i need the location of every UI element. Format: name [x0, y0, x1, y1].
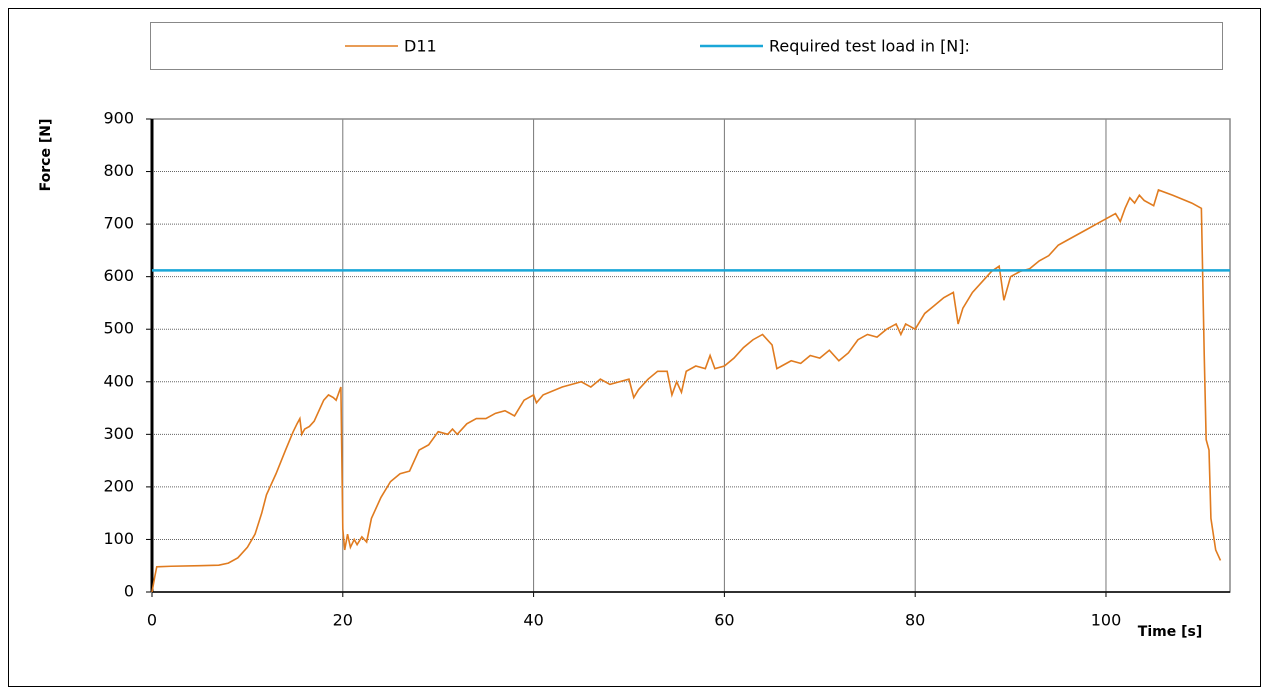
legend-label: Required test load in [N]:	[769, 37, 970, 56]
y-axis-label: Force [N]	[38, 119, 54, 192]
x-tick-label: 0	[147, 611, 157, 630]
y-tick-label: 800	[103, 161, 134, 180]
y-tick-label: 100	[103, 529, 134, 548]
x-tick-label: 100	[1091, 611, 1122, 630]
plot-border	[151, 118, 1231, 593]
x-axis-label: Time [s]	[1138, 624, 1202, 640]
x-tick-label: 80	[905, 611, 925, 630]
x-tick-label: 60	[714, 611, 734, 630]
data-line	[151, 188, 1222, 593]
y-tick-label: 200	[103, 476, 134, 495]
x-tick-label: 20	[333, 611, 353, 630]
legend	[150, 22, 1223, 70]
frame	[8, 8, 1261, 687]
y-tick-label: 700	[103, 214, 134, 233]
y-tick-label: 300	[103, 424, 134, 443]
y-tick-label: 500	[103, 319, 134, 338]
legend-label: D11	[404, 37, 437, 56]
y-tick-label: 600	[103, 266, 134, 285]
x-tick-label: 40	[523, 611, 543, 630]
y-tick-label: 400	[103, 371, 134, 390]
y-tick-label: 0	[124, 582, 134, 601]
y-tick-label: 900	[103, 109, 134, 128]
